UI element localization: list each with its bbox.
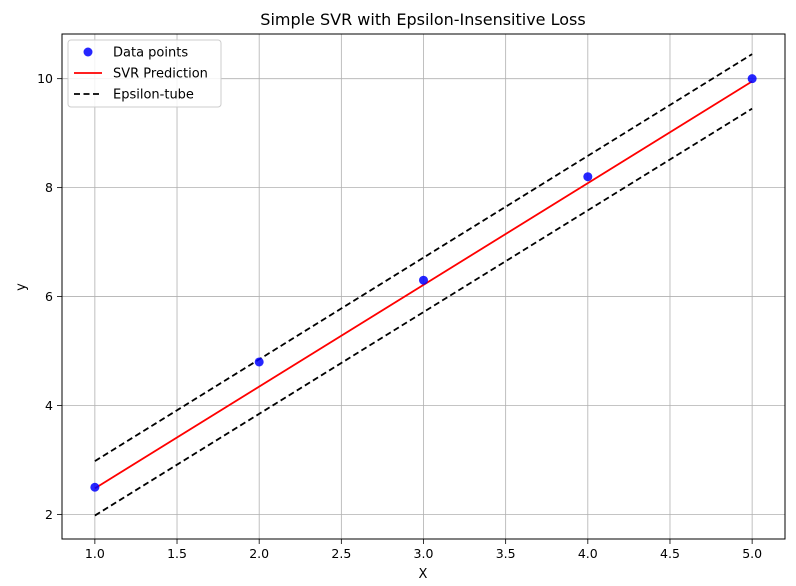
- plot-area: [90, 53, 757, 517]
- data-point: [419, 275, 428, 285]
- x-tick-label: 4.0: [578, 546, 598, 561]
- y-tick-label: 2: [45, 507, 53, 522]
- data-point: [747, 74, 757, 84]
- grid: [62, 34, 785, 539]
- y-tick-label: 10: [37, 71, 53, 86]
- y-axis-label: y: [14, 283, 29, 291]
- legend-marker-data-points: [83, 47, 93, 57]
- x-tick-label: 2.5: [331, 546, 351, 561]
- epsilon-tube-upper-line: [94, 53, 753, 462]
- legend-box: [67, 39, 222, 108]
- x-tick-label: 4.5: [660, 546, 680, 561]
- legend-label-epsilon-tube: Epsilon-tube: [113, 88, 194, 103]
- data-point: [254, 357, 264, 367]
- x-axis-label: X: [419, 567, 428, 582]
- x-tick-label: 3.0: [414, 546, 434, 561]
- y-tick-label: 8: [45, 180, 53, 195]
- data-point: [583, 172, 593, 182]
- x-tick-label: 1.0: [85, 546, 105, 561]
- svr-prediction-line: [94, 80, 753, 490]
- y-tick-label: 4: [45, 398, 53, 413]
- legend-label-data-points: Data points: [113, 46, 188, 61]
- x-tick-label: 3.5: [496, 546, 516, 561]
- y-tick-label: 6: [45, 289, 53, 304]
- ticks: 1.0 1.5 2.0 2.5 3.0 3.5 4.0 4.5 5.0 2 4 6 8 10: [37, 71, 762, 561]
- legend: Data points SVR Prediction Epsilon-tube: [67, 39, 222, 108]
- legend-label-svr-prediction: SVR Prediction: [113, 67, 208, 82]
- x-tick-label: 1.5: [167, 546, 187, 561]
- data-point: [90, 482, 100, 492]
- x-tick-label: 2.0: [249, 546, 269, 561]
- x-tick-label: 5.0: [742, 546, 762, 561]
- epsilon-tube-lower-line: [94, 107, 753, 517]
- chart-title: Simple SVR with Epsilon-Insensitive Loss: [260, 10, 585, 29]
